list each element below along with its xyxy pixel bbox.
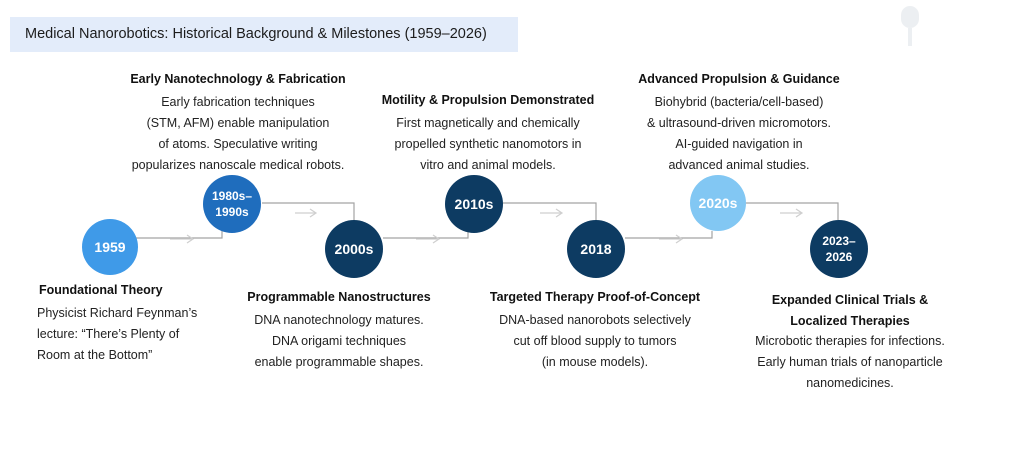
milestone-label: 2000s: [334, 241, 374, 257]
milestone-heading: Targeted Therapy Proof-of-Concept: [489, 290, 701, 304]
arrow-icon: [295, 208, 318, 218]
milestone-label: 2023– 2026: [822, 234, 856, 264]
milestone-description: Microbotic therapies for infections. Ear…: [755, 334, 945, 390]
connector-2010s-2018: [502, 202, 597, 220]
arrow-icon: [540, 208, 564, 218]
milestone-description: DNA nanotechnology matures. DNA origami …: [254, 313, 424, 369]
arrow-icon: [780, 208, 804, 218]
milestone-description: First magnetically and chemically propel…: [394, 116, 582, 172]
milestone-label: 2020s: [698, 195, 738, 211]
milestone-description: Early fabrication techniques (STM, AFM) …: [131, 95, 345, 172]
arrow-icon: [170, 234, 195, 244]
connector-2020s-2023: [746, 202, 839, 220]
title-banner: Medical Nanorobotics: Historical Backgro…: [10, 17, 518, 52]
milestone-heading: Motility & Propulsion Demonstrated: [381, 93, 595, 107]
milestone-heading: Foundational Theory: [39, 283, 163, 297]
milestone-node-1980s: 1980s– 1990s: [203, 175, 261, 233]
arrow-icon: [416, 234, 441, 244]
milestone-label: 2018: [580, 241, 612, 257]
milestone-node-1959: 1959: [82, 219, 138, 275]
milestone-node-2018: 2018: [567, 220, 625, 278]
connector-2018-2020s: [625, 231, 713, 239]
milestone-node-2023-2026: 2023– 2026: [810, 220, 868, 278]
milestone-node-2020s: 2020s: [690, 175, 746, 231]
connector-1980s-2000s: [262, 202, 355, 220]
watermark-icon: [901, 6, 919, 46]
milestone-description: DNA-based nanorobots selectively cut off…: [499, 313, 691, 369]
milestone-heading: Expanded Clinical Trials & Localized The…: [771, 293, 929, 328]
milestone-heading: Early Nanotechnology & Fabrication: [130, 72, 346, 86]
milestone-node-2010s: 2010s: [445, 175, 503, 233]
arrow-icon: [659, 234, 684, 244]
page-title: Medical Nanorobotics: Historical Backgro…: [25, 26, 487, 42]
milestone-description: Physicist Richard Feynman’s lecture: “Th…: [37, 306, 198, 362]
connector-2000s-2010s: [383, 231, 469, 239]
milestone-node-2000s: 2000s: [325, 220, 383, 278]
milestone-description: Biohybrid (bacteria/cell-based) & ultras…: [646, 95, 832, 172]
milestone-heading: Programmable Nanostructures: [247, 290, 431, 304]
connector-1959-1980s: [136, 231, 223, 239]
milestone-heading: Advanced Propulsion & Guidance: [638, 72, 840, 86]
milestone-label: 1959: [94, 239, 126, 255]
milestone-label: 2010s: [454, 196, 494, 212]
milestone-label: 1980s– 1990s: [211, 189, 253, 219]
